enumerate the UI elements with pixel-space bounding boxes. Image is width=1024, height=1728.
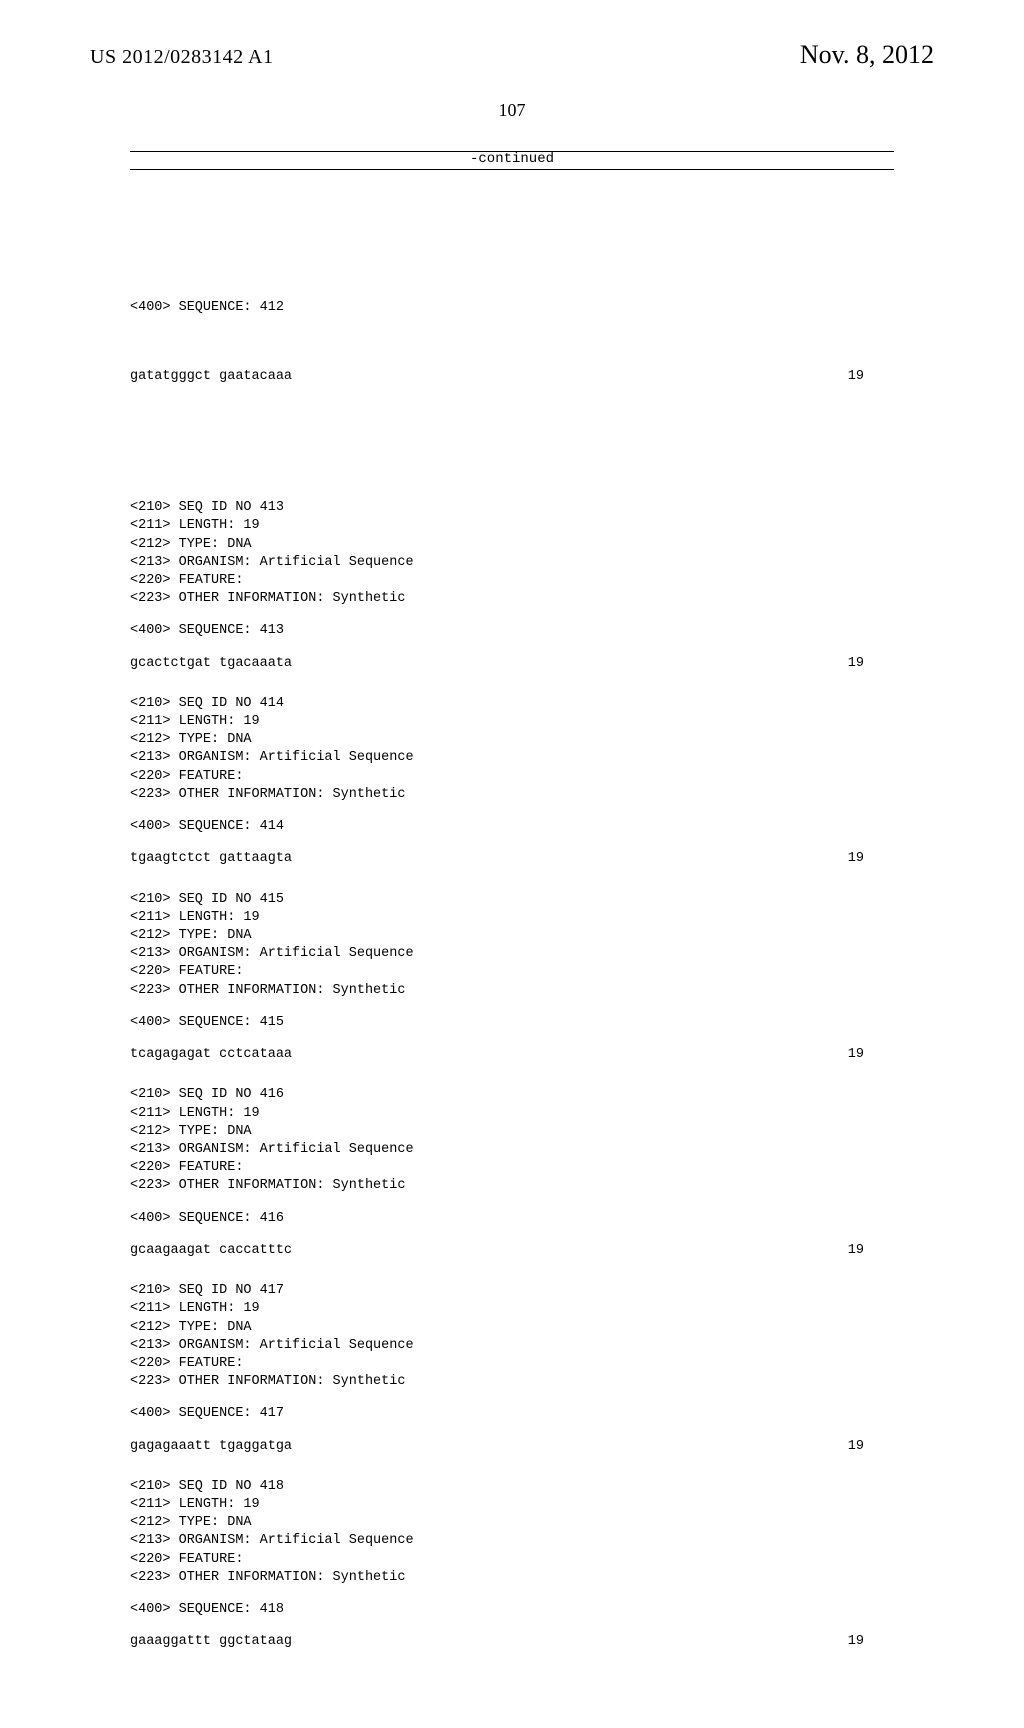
sequence-400-line: <400> SEQUENCE: 412 bbox=[130, 299, 894, 317]
sequence-text: gcaagaagat caccatttc bbox=[130, 1242, 292, 1260]
sequence-text: gagagaaatt tgaggatga bbox=[130, 1438, 292, 1456]
page-container: US 2012/0283142 A1 Nov. 8, 2012 107 -con… bbox=[0, 0, 1024, 1320]
sequence-header-block: <210> SEQ ID NO 414 <211> LENGTH: 19 <21… bbox=[130, 695, 894, 804]
sequence-text: tgaagtctct gattaagta bbox=[130, 850, 292, 868]
sequence-text: gaaaggattt ggctataag bbox=[130, 1633, 292, 1651]
sequence-400-line: <400> SEQUENCE: 413 bbox=[130, 622, 894, 640]
sequence-length: 19 bbox=[848, 850, 894, 868]
sequence-entry: <210> SEQ ID NO 417 <211> LENGTH: 19 <21… bbox=[130, 1282, 894, 1456]
sequence-text: gatatgggct gaatacaaa bbox=[130, 368, 292, 386]
sequence-entry: <210> SEQ ID NO 415 <211> LENGTH: 19 <21… bbox=[130, 891, 894, 1065]
sequence-entry: <210> SEQ ID NO 418 <211> LENGTH: 19 <21… bbox=[130, 1478, 894, 1652]
sequence-length: 19 bbox=[848, 368, 894, 386]
sequence-data-line: gcactctgat tgacaaata 19 bbox=[130, 655, 894, 673]
continued-label: -continued bbox=[130, 151, 894, 167]
sequence-400-line: <400> SEQUENCE: 417 bbox=[130, 1405, 894, 1423]
sequence-header-block: <210> SEQ ID NO 415 <211> LENGTH: 19 <21… bbox=[130, 891, 894, 1000]
sequence-data-line: gatatgggct gaatacaaa 19 bbox=[130, 368, 894, 386]
sequence-listing: <400> SEQUENCE: 412 gatatgggct gaatacaaa… bbox=[130, 194, 894, 1728]
sequence-header-block: <210> SEQ ID NO 413 <211> LENGTH: 19 <21… bbox=[130, 499, 894, 608]
sequence-length: 19 bbox=[848, 1438, 894, 1456]
sequence-length: 19 bbox=[848, 1633, 894, 1651]
sequence-header-block: <210> SEQ ID NO 416 <211> LENGTH: 19 <21… bbox=[130, 1086, 894, 1195]
continued-banner: -continued bbox=[130, 151, 894, 170]
sequence-text: gcactctgat tgacaaata bbox=[130, 655, 292, 673]
header-row: US 2012/0283142 A1 Nov. 8, 2012 bbox=[90, 40, 934, 70]
sequence-header-block: <210> SEQ ID NO 418 <211> LENGTH: 19 <21… bbox=[130, 1478, 894, 1587]
sequence-length: 19 bbox=[848, 1242, 894, 1260]
sequence-header-block: <210> SEQ ID NO 417 <211> LENGTH: 19 <21… bbox=[130, 1282, 894, 1391]
sequence-entry: <400> SEQUENCE: 412 gatatgggct gaatacaaa… bbox=[130, 249, 894, 423]
sequence-length: 19 bbox=[848, 655, 894, 673]
sequence-data-line: gaaaggattt ggctataag 19 bbox=[130, 1633, 894, 1651]
sequence-entry: <210> SEQ ID NO 414 <211> LENGTH: 19 <21… bbox=[130, 695, 894, 869]
page-number: 107 bbox=[90, 100, 934, 121]
publication-date: Nov. 8, 2012 bbox=[800, 40, 934, 70]
divider-line bbox=[130, 169, 894, 170]
sequence-entry: <210> SEQ ID NO 416 <211> LENGTH: 19 <21… bbox=[130, 1086, 894, 1260]
publication-number: US 2012/0283142 A1 bbox=[90, 46, 273, 69]
sequence-data-line: gcaagaagat caccatttc 19 bbox=[130, 1242, 894, 1260]
sequence-length: 19 bbox=[848, 1046, 894, 1064]
sequence-data-line: tcagagagat cctcataaa 19 bbox=[130, 1046, 894, 1064]
sequence-data-line: gagagaaatt tgaggatga 19 bbox=[130, 1438, 894, 1456]
sequence-400-line: <400> SEQUENCE: 414 bbox=[130, 818, 894, 836]
sequence-400-line: <400> SEQUENCE: 415 bbox=[130, 1014, 894, 1032]
sequence-400-line: <400> SEQUENCE: 418 bbox=[130, 1601, 894, 1619]
sequence-entry: <210> SEQ ID NO 413 <211> LENGTH: 19 <21… bbox=[130, 499, 894, 673]
sequence-text: tcagagagat cctcataaa bbox=[130, 1046, 292, 1064]
sequence-data-line: tgaagtctct gattaagta 19 bbox=[130, 850, 894, 868]
sequence-400-line: <400> SEQUENCE: 416 bbox=[130, 1210, 894, 1228]
